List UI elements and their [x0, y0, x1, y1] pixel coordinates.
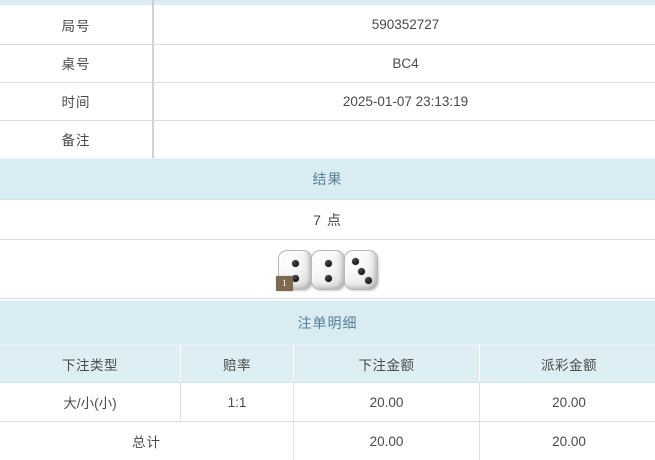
die-pip: [292, 260, 299, 267]
die-pip: [325, 275, 332, 282]
die-pip: [352, 258, 359, 265]
cell-total-label: 总计: [0, 422, 294, 460]
die-pip: [365, 277, 372, 284]
die-pip: [358, 268, 365, 275]
table-total-row: 总计 20.00 20.00: [0, 422, 655, 460]
dice-group: 1: [278, 250, 377, 290]
column-header-bet-type: 下注类型: [0, 345, 181, 383]
die-badge-icon: 1: [276, 276, 293, 291]
column-header-bet-amount: 下注金额: [294, 345, 480, 383]
die-3: [344, 250, 378, 290]
die-1: 1: [278, 250, 312, 290]
info-value-table-no: BC4: [153, 44, 655, 82]
cell-total-amount: 20.00: [294, 422, 480, 460]
die-pip: [325, 260, 332, 267]
column-header-odds: 赔率: [181, 345, 294, 383]
bet-detail-table: 下注类型 赔率 下注金额 派彩金额 大/小(小) 1:1 20.00 20.00…: [0, 345, 655, 460]
table-row: 大/小(小) 1:1 20.00 20.00: [0, 383, 655, 422]
info-value-round-no: 590352727: [153, 6, 655, 44]
bet-detail-title: 注单明细: [298, 313, 358, 333]
die-2: [311, 250, 345, 290]
table-header-row: 下注类型 赔率 下注金额 派彩金额: [0, 345, 655, 383]
info-label-remark: 备注: [0, 120, 153, 158]
result-section-header: 结果: [0, 158, 655, 200]
result-points-row: 7 点: [0, 200, 655, 240]
cell-odds: 1:1: [181, 383, 294, 422]
info-value-remark: [153, 120, 655, 158]
result-points-value: 7 点: [313, 210, 342, 230]
bet-detail-header: 注单明细: [0, 300, 655, 345]
result-section-title: 结果: [313, 169, 343, 189]
cell-bet-amount: 20.00: [294, 383, 480, 422]
table-row: 备注: [0, 120, 655, 158]
dice-result-row: 1: [0, 241, 655, 299]
column-header-payout: 派彩金额: [480, 345, 655, 383]
cell-payout: 20.00: [480, 383, 655, 422]
die-pip: [292, 275, 299, 282]
table-row: 局号 590352727: [0, 6, 655, 44]
table-row: 桌号 BC4: [0, 44, 655, 82]
info-label-round-no: 局号: [0, 6, 153, 44]
info-label-time: 时间: [0, 82, 153, 120]
round-info-table: 局号 590352727 桌号 BC4 时间 2025-01-07 23:13:…: [0, 6, 655, 158]
cell-total-payout: 20.00: [480, 422, 655, 460]
table-row: 时间 2025-01-07 23:13:19: [0, 82, 655, 120]
info-value-time: 2025-01-07 23:13:19: [153, 82, 655, 120]
cell-bet-type: 大/小(小): [0, 383, 181, 422]
info-label-table-no: 桌号: [0, 44, 153, 82]
